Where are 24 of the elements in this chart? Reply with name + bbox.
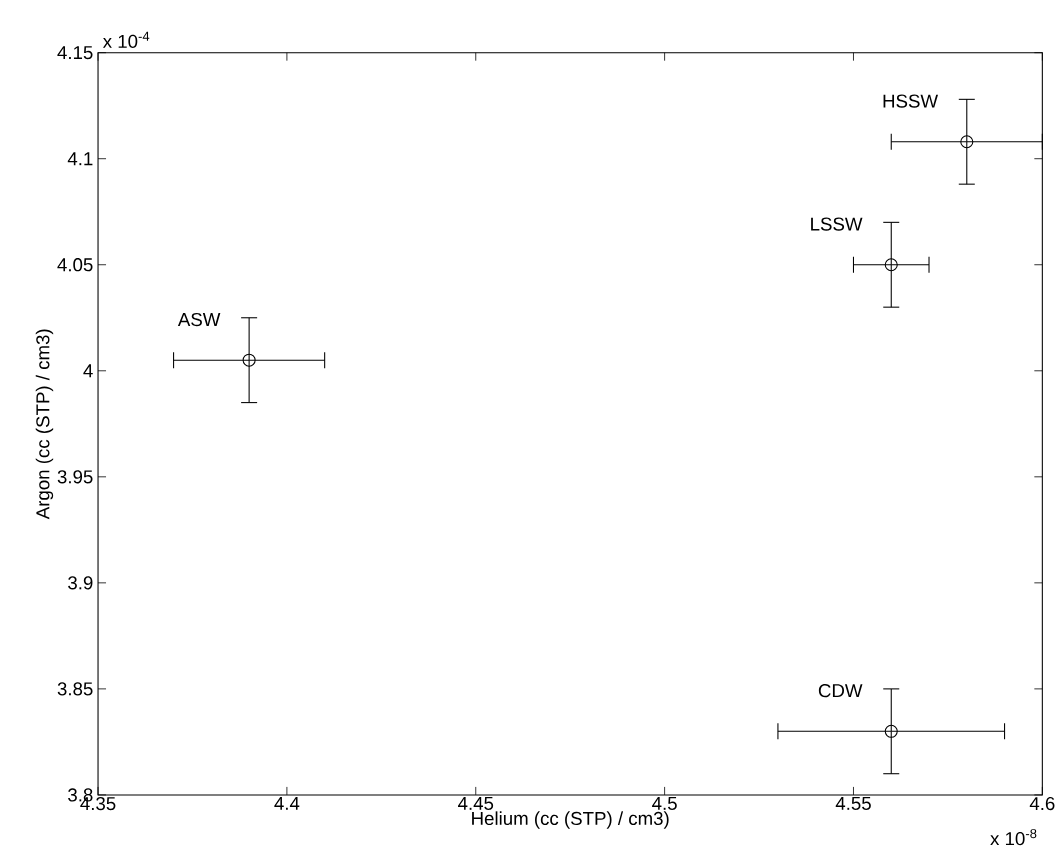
x-tick-label: 4.55	[835, 797, 871, 811]
x-axis-title: Helium (cc (STP) / cm3)	[472, 811, 669, 829]
y-tick-label: 4.15	[57, 46, 93, 60]
y-tick-label: 4.05	[57, 258, 93, 272]
text: x 10$^{-8}$	[990, 829, 1037, 846]
x-tick-label: 4.4	[274, 797, 300, 810]
y-tick-label: 3.85	[57, 682, 93, 696]
point	[884, 724, 898, 739]
text: LSSW	[811, 217, 863, 231]
x-tick-label: 4.6	[1029, 797, 1055, 811]
text: ASW	[177, 313, 221, 327]
text: CDW	[818, 684, 863, 698]
x-tick-label: 4.5	[652, 797, 677, 811]
x-tick-label: 4.45	[458, 797, 494, 811]
point	[884, 258, 898, 272]
text: HSSW	[883, 94, 939, 108]
text: x 10$^{-4}$	[102, 32, 150, 49]
y-tick-label: 4	[83, 364, 93, 378]
y-tick-label: 3.95	[57, 470, 93, 484]
y-axis-title: Argon (cc (STP) / cm3)	[35, 329, 54, 520]
point	[960, 135, 974, 149]
y-tick-label: 3.9	[68, 576, 93, 590]
y-tick-label: 4.1	[67, 152, 93, 166]
point	[242, 353, 256, 367]
